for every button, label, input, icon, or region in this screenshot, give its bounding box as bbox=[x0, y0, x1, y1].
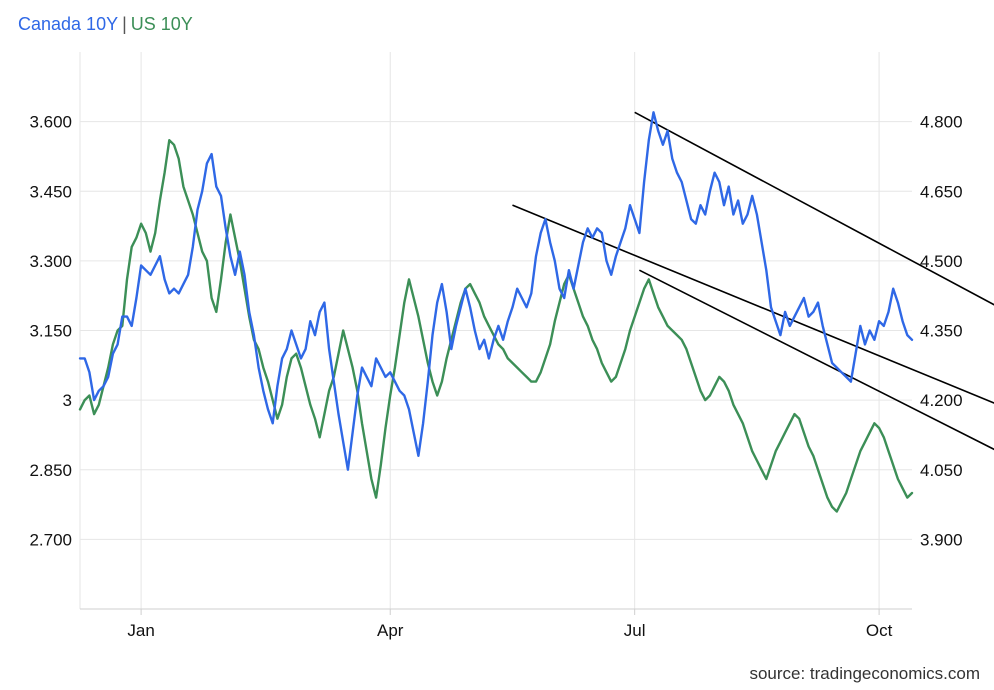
left-tick-label: 3.600 bbox=[29, 113, 72, 132]
right-tick-label: 4.650 bbox=[920, 182, 963, 201]
x-tick-label: Jan bbox=[127, 621, 154, 640]
left-tick-label: 3 bbox=[63, 391, 72, 410]
tick-labels: 2.700 2.850 3 3.150 3.300 3.450 3.600 3.900 4.05… bbox=[29, 113, 962, 640]
grid-lines bbox=[79, 52, 912, 609]
right-tick-label: 4.050 bbox=[920, 461, 963, 480]
trendlines bbox=[512, 111, 994, 451]
series-lines bbox=[78, 111, 914, 513]
left-tick-label: 3.450 bbox=[29, 182, 72, 201]
series-line-us[interactable] bbox=[78, 138, 914, 513]
left-tick-label: 3.150 bbox=[29, 322, 72, 341]
right-tick-label: 4.500 bbox=[920, 252, 963, 271]
legend-separator: | bbox=[122, 14, 127, 34]
legend-canada[interactable]: Canada 10Y bbox=[18, 14, 119, 34]
right-tick-label: 4.350 bbox=[920, 322, 963, 341]
legend-us[interactable]: US 10Y bbox=[130, 14, 193, 34]
trendline-1 bbox=[634, 111, 994, 306]
left-tick-label: 2.700 bbox=[29, 530, 72, 549]
trendline-2 bbox=[512, 204, 994, 404]
x-tick-label: Oct bbox=[866, 621, 893, 640]
chart-legend: Canada 10Y | US 10Y bbox=[18, 14, 193, 35]
series-line-canada[interactable] bbox=[78, 111, 914, 471]
right-tick-label: 4.800 bbox=[920, 113, 963, 132]
right-tick-label: 3.900 bbox=[920, 530, 963, 549]
left-tick-label: 2.850 bbox=[29, 461, 72, 480]
x-tick-label: Apr bbox=[377, 621, 404, 640]
left-tick-label: 3.300 bbox=[29, 252, 72, 271]
x-tick-label: Jul bbox=[624, 621, 646, 640]
trendline-3 bbox=[639, 269, 994, 451]
source-note: source: tradingeconomics.com bbox=[749, 664, 980, 683]
right-tick-label: 4.200 bbox=[920, 391, 963, 410]
